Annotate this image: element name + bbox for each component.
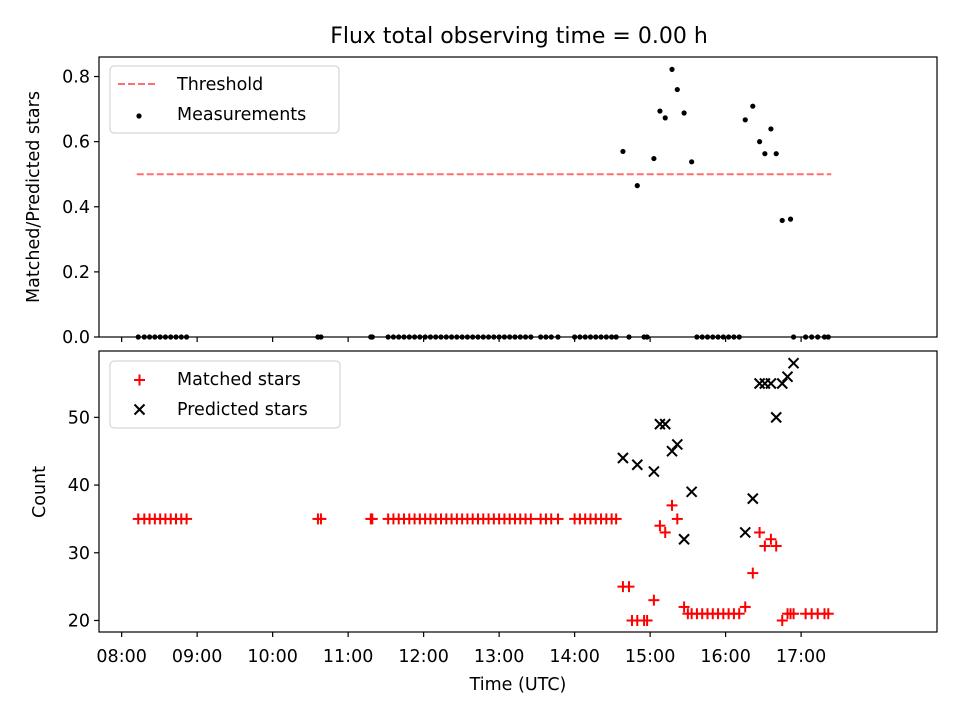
matched-point <box>733 608 745 620</box>
x-tick-label: 11:00 <box>323 647 373 667</box>
matched-point <box>181 513 193 525</box>
matched-point <box>623 581 635 593</box>
predicted-point <box>666 445 678 457</box>
top-y-tick-label: 0.6 <box>62 133 90 153</box>
top-y-tick-label: 0.0 <box>62 328 90 348</box>
matched-point <box>776 614 788 626</box>
measurement-point <box>768 126 774 132</box>
bottom-y-axis-label: Count <box>30 466 50 518</box>
x-axis-label: Time (UTC) <box>469 675 567 695</box>
bottom-legend: Matched stars Predicted stars <box>109 360 341 429</box>
chart-title: Flux total observing time = 0.00 h <box>330 24 708 49</box>
bottom-y-tick-label: 20 <box>68 611 90 631</box>
x-tick-label: 12:00 <box>398 647 448 667</box>
measurement-point <box>756 139 763 145</box>
x-tick-label: 10:00 <box>247 647 297 667</box>
predicted-point <box>678 533 690 545</box>
matched-point <box>641 614 653 626</box>
matched-point <box>671 513 683 525</box>
x-tick-label: 09:00 <box>172 647 222 667</box>
x-tick-label: 15:00 <box>625 647 675 667</box>
top-y-tick-label: 0.4 <box>62 198 90 218</box>
matched-point <box>788 608 800 620</box>
predicted-point <box>747 492 759 505</box>
matched-point <box>770 540 782 552</box>
legend-matched-marker <box>134 374 145 386</box>
matched-point <box>525 513 537 525</box>
measurement-point <box>681 110 687 116</box>
matched-point <box>659 526 671 538</box>
top-y-tick-label: 0.2 <box>62 263 90 283</box>
legend-matched-label: Matched stars <box>177 370 301 390</box>
measurement-point <box>620 148 626 155</box>
matched-point <box>654 520 666 532</box>
measurement-point <box>750 103 756 109</box>
measurement-point <box>779 217 785 224</box>
matched-point <box>610 513 622 525</box>
legend-predicted-marker <box>133 403 146 416</box>
matched-point <box>366 513 378 525</box>
x-tick-label: 08:00 <box>96 647 146 667</box>
measurement-point <box>742 117 748 123</box>
top-legend: Threshold Measurements <box>109 65 340 134</box>
legend-measurements-marker <box>136 113 142 119</box>
matched-point <box>678 601 690 613</box>
x-tick-label: 14:00 <box>549 647 599 667</box>
measurement-point <box>787 216 794 222</box>
predicted-point <box>787 357 800 369</box>
x-tick-label: 16:00 <box>700 647 750 667</box>
x-tick-label: 13:00 <box>474 647 524 667</box>
legend-predicted-label: Predicted stars <box>177 400 308 420</box>
matched-point <box>747 567 759 579</box>
bottom-y-tick-label: 40 <box>68 476 90 496</box>
predicted-point <box>781 371 794 383</box>
predicted-point <box>631 459 643 471</box>
bottom-panel: 20 30 40 50 08:00 09:00 10:00 11:00 12:00 13:00 1… <box>30 350 938 695</box>
predicted-point <box>765 377 777 390</box>
measurement-point <box>762 151 768 157</box>
measurement-point <box>657 108 663 114</box>
top-y-axis-label: Matched/Predicted stars <box>24 91 44 303</box>
measurement-point <box>634 183 640 189</box>
matched-point <box>739 601 751 613</box>
matched-point <box>666 499 678 511</box>
predicted-point <box>685 486 698 498</box>
bottom-y-tick-label: 50 <box>68 408 90 428</box>
top-plot-frame <box>98 56 938 338</box>
matched-point <box>759 540 771 552</box>
legend-threshold-label: Threshold <box>176 75 263 95</box>
measurement-point <box>651 155 657 162</box>
bottom-plot-frame <box>98 350 938 633</box>
measurement-point <box>689 159 695 165</box>
matched-point <box>765 533 777 545</box>
top-panel: 0.00.20.40.60.8 Matched/Predicted stars … <box>24 56 938 348</box>
predicted-point <box>659 418 671 430</box>
matched-point <box>648 594 660 606</box>
matched-point <box>315 513 327 525</box>
measurement-point <box>773 151 779 157</box>
predicted-point <box>770 411 782 424</box>
predicted-point <box>671 438 684 451</box>
top-y-tick-label: 0.8 <box>62 68 90 88</box>
legend-measurements-label: Measurements <box>177 105 306 125</box>
predicted-point <box>776 377 788 390</box>
x-tick-label: 17:00 <box>776 647 826 667</box>
measurement-point <box>662 115 668 121</box>
predicted-point <box>739 526 751 539</box>
measurement-point <box>674 86 680 93</box>
bottom-y-tick-label: 30 <box>68 544 90 564</box>
predicted-point <box>617 452 629 464</box>
matched-point <box>552 513 564 525</box>
predicted-point <box>648 465 660 478</box>
matched-point <box>822 608 834 620</box>
matched-point <box>754 526 766 538</box>
measurement-point <box>669 66 675 72</box>
